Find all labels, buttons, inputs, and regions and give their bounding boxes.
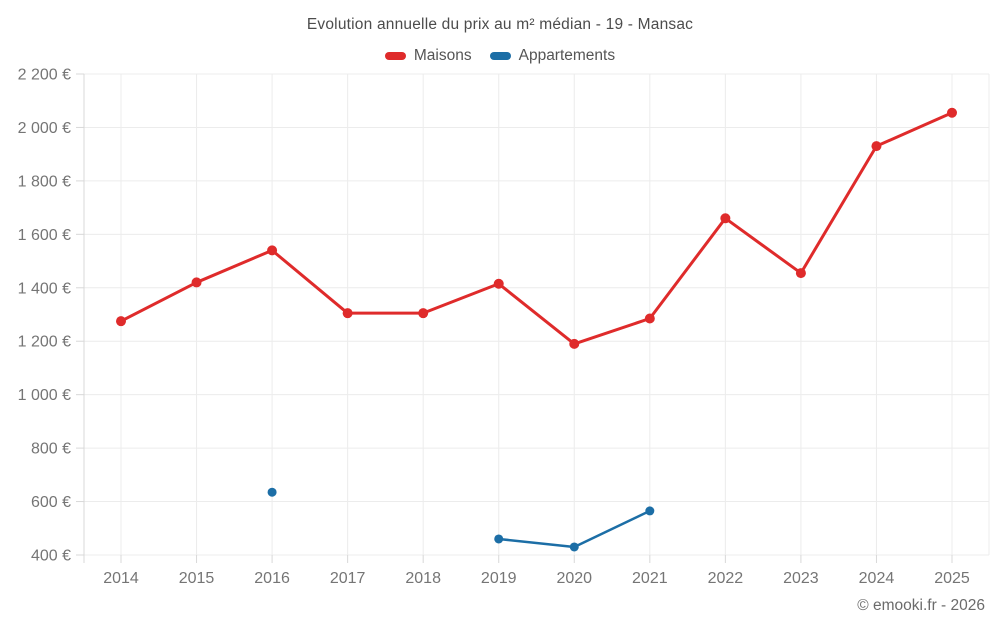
- y-tick-label: 1 000 €: [18, 387, 71, 404]
- y-tick-label: 600 €: [31, 494, 71, 511]
- appartements-point-2019[interactable]: [494, 534, 504, 544]
- x-tick-label: 2015: [179, 570, 215, 587]
- copyright-footer: © emooki.fr - 2026: [857, 597, 985, 614]
- x-tick-label: 2025: [934, 570, 970, 587]
- appartements-point-2016[interactable]: [267, 487, 277, 497]
- maisons-point-2025[interactable]: [947, 107, 957, 118]
- legend-item-maisons[interactable]: Maisons: [384, 47, 472, 65]
- maisons-point-2020[interactable]: [569, 338, 580, 349]
- legend-label-appartements: Appartements: [518, 47, 616, 64]
- legend-swatch-appartements-icon: [489, 52, 511, 60]
- y-tick-label: 400 €: [31, 548, 71, 565]
- chart-title: Evolution annuelle du prix au m² médian …: [306, 16, 694, 33]
- y-tick-label: 1 200 €: [18, 334, 71, 351]
- chart-legend: Maisons Appartements: [0, 46, 1000, 66]
- x-tick-label: 2024: [859, 570, 895, 587]
- y-tick-label: 2 200 €: [18, 67, 71, 84]
- maisons-point-2016[interactable]: [267, 245, 278, 256]
- maisons-point-2014[interactable]: [116, 316, 126, 327]
- maisons-point-2017[interactable]: [342, 308, 353, 319]
- legend-item-appartements[interactable]: Appartements: [489, 47, 616, 65]
- maisons-point-2015[interactable]: [191, 277, 202, 288]
- x-tick-label: 2023: [783, 570, 819, 587]
- appartements-point-2020[interactable]: [569, 542, 579, 552]
- maisons-point-2024[interactable]: [871, 141, 882, 152]
- y-tick-label: 1 400 €: [18, 280, 71, 297]
- x-tick-label: 2019: [481, 570, 517, 587]
- y-tick-label: 1 800 €: [18, 173, 71, 190]
- x-tick-label: 2020: [556, 570, 592, 587]
- maisons-line[interactable]: [119, 111, 954, 346]
- x-tick-label: 2018: [405, 570, 441, 587]
- maisons-point-2019[interactable]: [493, 278, 504, 289]
- x-tick-label: 2014: [103, 570, 139, 587]
- maisons-point-2021[interactable]: [644, 313, 655, 324]
- y-tick-label: 1 600 €: [18, 227, 71, 244]
- x-tick-label: 2021: [632, 570, 668, 587]
- legend-swatch-maisons-icon: [384, 52, 406, 60]
- x-tick-label: 2017: [330, 570, 366, 587]
- maisons-point-2022[interactable]: [720, 213, 731, 224]
- appartements-point-2021[interactable]: [645, 506, 655, 516]
- legend-label-maisons: Maisons: [413, 47, 472, 64]
- x-tick-label: 2022: [708, 570, 744, 587]
- maisons-point-2023[interactable]: [795, 268, 806, 279]
- y-tick-label: 800 €: [31, 441, 71, 458]
- x-tick-label: 2016: [254, 570, 290, 587]
- y-tick-label: 2 000 €: [18, 120, 71, 137]
- maisons-point-2018[interactable]: [418, 308, 429, 319]
